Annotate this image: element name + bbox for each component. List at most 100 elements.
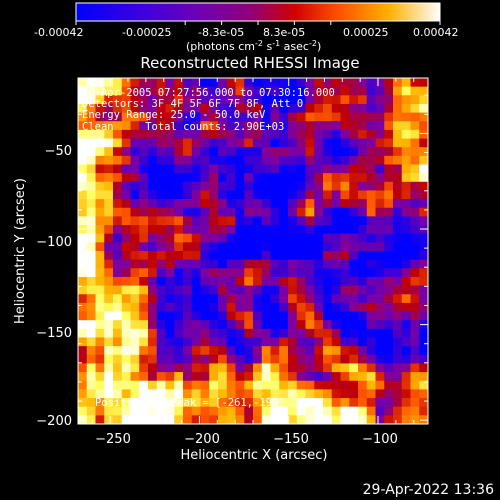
heatmap-cell: [296, 95, 307, 105]
heatmap-cell: [279, 259, 289, 269]
heatmap-cell: [104, 216, 114, 226]
heatmap-cell: [121, 302, 132, 313]
heatmap-cell: [384, 147, 394, 157]
heatmap-cell: [191, 406, 202, 416]
heatmap-cell: [288, 181, 298, 192]
heatmap-cell: [349, 95, 359, 105]
heatmap-cell: [314, 190, 324, 200]
heatmap-cell: [331, 242, 342, 252]
heatmap-cell: [331, 320, 342, 330]
heatmap-cell: [419, 233, 428, 243]
heatmap-cell: [200, 363, 210, 373]
heatmap-cell: [95, 225, 105, 235]
heatmap-cell: [183, 363, 193, 373]
heatmap-cell: [296, 406, 307, 416]
heatmap-cell: [226, 95, 237, 105]
heatmap-cell: [174, 121, 184, 131]
heatmap-cell: [384, 112, 394, 122]
heatmap-cell: [393, 268, 403, 278]
heatmap-cell: [174, 233, 184, 243]
heatmap-cell: [191, 164, 202, 174]
heatmap-cell: [226, 173, 237, 183]
heatmap-cell: [209, 346, 219, 356]
heatmap-cell: [104, 199, 114, 209]
heatmap-cell: [305, 233, 315, 243]
heatmap-cell: [95, 380, 105, 390]
heatmap-cell: [384, 320, 394, 330]
heatmap-cell: [366, 337, 377, 347]
heatmap-cell: [95, 363, 105, 373]
heatmap-cell: [261, 380, 272, 390]
heatmap-cell: [130, 251, 140, 261]
y-axis-label: Heliocentric Y (arcsec): [13, 178, 28, 324]
heatmap-cell: [156, 346, 167, 356]
heatmap-cell: [148, 112, 158, 122]
heatmap-cell: [226, 138, 237, 148]
heatmap-cell: [95, 112, 105, 122]
heatmap-cell: [323, 173, 333, 183]
heatmap-cell: [375, 181, 385, 192]
heatmap-cell: [130, 363, 140, 373]
heatmap-cell: [288, 311, 298, 321]
heatmap-cell: [235, 147, 245, 157]
heatmap-cell: [174, 276, 184, 287]
heatmap-cell: [139, 147, 149, 157]
heatmap-cell: [410, 181, 420, 192]
heatmap-cell: [358, 389, 368, 399]
heatmap-cell: [375, 138, 385, 148]
heatmap-cell: [279, 242, 289, 252]
heatmap-cell: [191, 78, 202, 88]
heatmap-cell: [235, 320, 245, 330]
heatmap-cell: [331, 346, 342, 356]
heatmap-cell: [358, 372, 368, 382]
heatmap-cell: [113, 190, 123, 200]
heatmap-cell: [121, 320, 132, 330]
heatmap-cell: [121, 216, 132, 226]
heatmap-cell: [174, 181, 184, 192]
heatmap-cell: [401, 320, 412, 330]
annotation-energy-range: Energy Range: 25.0 - 50.0 keV: [82, 109, 266, 121]
heatmap-cell: [104, 173, 114, 183]
heatmap-cell: [340, 199, 350, 209]
heatmap-cell: [253, 78, 263, 88]
heatmap-cell: [349, 103, 359, 114]
heatmap-cell: [174, 328, 184, 339]
y-tick-labels: −50 −100 −150 −200: [36, 144, 72, 429]
heatmap-cell: [244, 354, 254, 365]
heatmap-cell: [235, 302, 245, 313]
heatmap-cell: [165, 285, 175, 295]
heatmap-cell: [358, 207, 368, 217]
heatmap-cell: [113, 251, 123, 261]
heatmap-cell: [331, 337, 342, 347]
heatmap-cell: [375, 328, 385, 339]
heatmap-cell: [375, 155, 385, 166]
heatmap-cell: [148, 302, 158, 313]
heatmap-cell: [410, 389, 420, 399]
heatmap-cell: [366, 216, 377, 226]
heatmap-cell: [296, 415, 307, 424]
heatmap-cell: [218, 78, 228, 88]
heatmap-cell: [139, 138, 149, 148]
heatmap-cell: [296, 363, 307, 373]
heatmap-cell: [191, 242, 202, 252]
heatmap-cell: [244, 337, 254, 347]
heatmap-cell: [288, 95, 298, 105]
heatmap-cell: [174, 346, 184, 356]
heatmap-cell: [349, 380, 359, 390]
heatmap-cell: [130, 285, 140, 295]
colorbar-tick-label: 8.3e-05: [263, 26, 305, 39]
heatmap-cell: [113, 311, 123, 321]
heatmap-cell: [78, 380, 88, 390]
heatmap-cell: [148, 86, 158, 96]
heatmap-cell: [401, 406, 412, 416]
heatmap-cell: [366, 363, 377, 373]
heatmap-cell: [358, 311, 368, 321]
heatmap-cell: [305, 95, 315, 105]
heatmap-cell: [130, 372, 140, 382]
heatmap-cell: [165, 251, 175, 261]
heatmap-cell: [296, 268, 307, 278]
heatmap-cell: [358, 328, 368, 339]
heatmap-cell: [393, 190, 403, 200]
heatmap-cell: [305, 121, 315, 131]
heatmap-cell: [165, 354, 175, 365]
